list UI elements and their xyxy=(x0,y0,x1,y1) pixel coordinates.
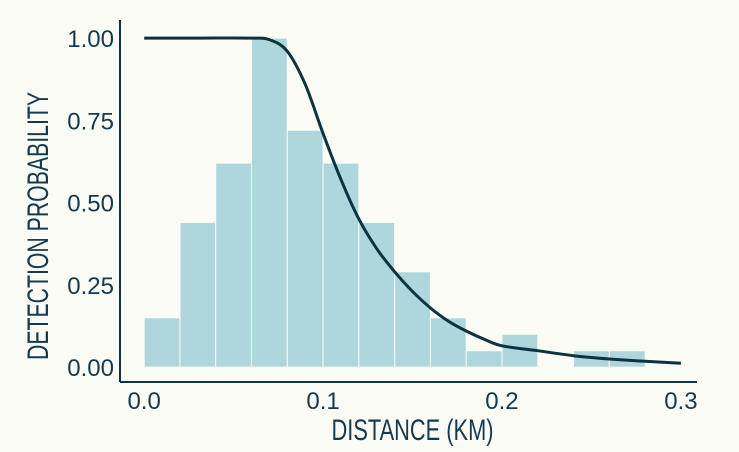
x-tick-labels: 0.0 0.1 0.2 0.3 xyxy=(127,388,697,415)
y-tick-label: 0.00 xyxy=(67,355,114,382)
histogram-bars xyxy=(143,37,646,368)
histogram-bar xyxy=(286,129,324,368)
x-tick-label: 0.3 xyxy=(664,388,697,415)
detection-function-curve xyxy=(144,36,681,365)
histogram-bar xyxy=(429,317,467,368)
y-tick-label: 1.00 xyxy=(67,26,114,53)
histogram-bar xyxy=(358,221,396,368)
y-tick-label: 0.25 xyxy=(67,273,114,300)
histogram-bar xyxy=(179,221,217,368)
histogram-bar xyxy=(465,350,503,368)
y-tick-labels: 0.00 0.25 0.50 0.75 1.00 xyxy=(67,26,114,382)
x-tick-label: 0.0 xyxy=(127,388,160,415)
histogram-bar xyxy=(322,162,360,368)
y-axis-title: DETECTION PROBABILITY xyxy=(22,92,55,360)
x-axis-title: DISTANCE (KM) xyxy=(332,414,494,447)
y-tick-label: 0.75 xyxy=(67,108,114,135)
histogram-bar xyxy=(215,162,253,368)
histogram-bar xyxy=(251,37,288,368)
x-tick-label: 0.1 xyxy=(306,388,339,415)
histogram-bar xyxy=(143,317,181,368)
x-tick-label: 0.2 xyxy=(485,388,518,415)
y-tick-label: 0.50 xyxy=(67,191,114,218)
histogram-bar xyxy=(394,271,431,368)
